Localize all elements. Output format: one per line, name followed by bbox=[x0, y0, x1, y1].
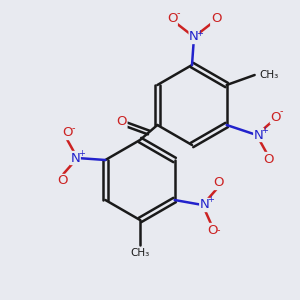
Text: O: O bbox=[213, 176, 224, 190]
Text: -: - bbox=[280, 106, 284, 116]
Text: +: + bbox=[261, 125, 268, 134]
Text: +: + bbox=[196, 28, 203, 38]
Text: N: N bbox=[200, 199, 209, 212]
Text: O: O bbox=[207, 224, 218, 236]
Text: O: O bbox=[263, 152, 274, 166]
Text: O: O bbox=[270, 110, 281, 124]
Text: -: - bbox=[72, 123, 75, 133]
Text: O: O bbox=[62, 127, 73, 140]
Text: -: - bbox=[217, 225, 220, 235]
Text: +: + bbox=[207, 196, 214, 205]
Text: +: + bbox=[78, 148, 85, 158]
Text: N: N bbox=[70, 152, 80, 164]
Text: CH₃: CH₃ bbox=[260, 70, 279, 80]
Text: CH₃: CH₃ bbox=[130, 248, 150, 258]
Text: O: O bbox=[57, 175, 68, 188]
Text: O: O bbox=[211, 13, 221, 26]
Text: -: - bbox=[176, 8, 180, 18]
Text: O: O bbox=[167, 13, 177, 26]
Text: N: N bbox=[254, 128, 263, 142]
Text: O: O bbox=[116, 115, 127, 128]
Text: N: N bbox=[189, 31, 199, 44]
